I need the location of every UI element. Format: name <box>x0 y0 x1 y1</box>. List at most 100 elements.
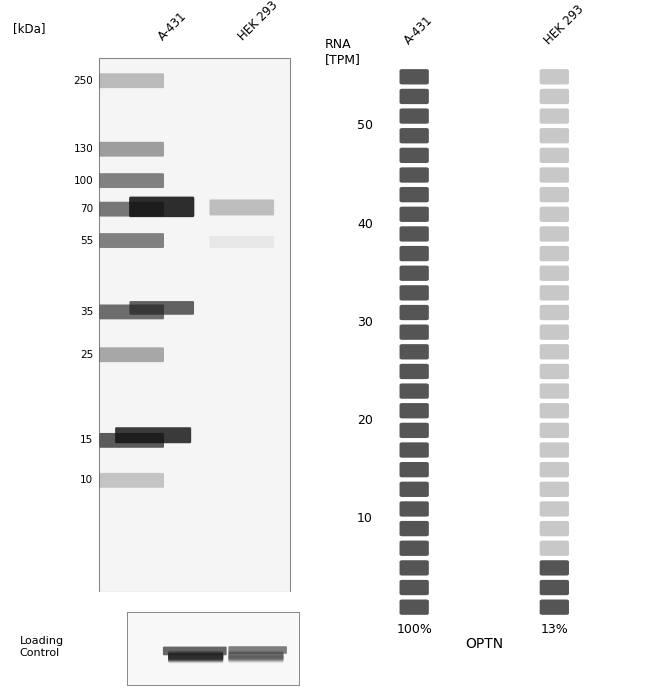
FancyBboxPatch shape <box>540 344 569 359</box>
Text: 100%: 100% <box>396 623 432 636</box>
Text: 30: 30 <box>357 316 373 329</box>
FancyBboxPatch shape <box>168 651 223 658</box>
FancyBboxPatch shape <box>400 561 429 576</box>
FancyBboxPatch shape <box>168 653 223 660</box>
FancyBboxPatch shape <box>400 128 429 143</box>
FancyBboxPatch shape <box>400 167 429 183</box>
FancyBboxPatch shape <box>540 285 569 300</box>
FancyBboxPatch shape <box>228 655 283 662</box>
FancyBboxPatch shape <box>540 128 569 143</box>
FancyBboxPatch shape <box>129 301 194 315</box>
FancyBboxPatch shape <box>99 142 164 156</box>
FancyBboxPatch shape <box>540 109 569 124</box>
FancyBboxPatch shape <box>400 540 429 556</box>
FancyBboxPatch shape <box>400 482 429 497</box>
FancyBboxPatch shape <box>228 650 283 657</box>
FancyBboxPatch shape <box>228 653 283 660</box>
FancyBboxPatch shape <box>129 197 194 217</box>
FancyBboxPatch shape <box>209 236 274 248</box>
Text: HEK 293: HEK 293 <box>542 3 586 47</box>
FancyBboxPatch shape <box>400 187 429 202</box>
FancyBboxPatch shape <box>540 226 569 242</box>
FancyBboxPatch shape <box>540 521 569 536</box>
FancyBboxPatch shape <box>400 207 429 222</box>
FancyBboxPatch shape <box>99 202 164 217</box>
FancyBboxPatch shape <box>540 423 569 438</box>
Text: 13%: 13% <box>540 623 568 636</box>
Text: Low: Low <box>230 614 254 628</box>
FancyBboxPatch shape <box>400 403 429 419</box>
Text: 40: 40 <box>357 217 373 230</box>
FancyBboxPatch shape <box>168 653 223 661</box>
FancyBboxPatch shape <box>228 655 283 662</box>
FancyBboxPatch shape <box>400 305 429 320</box>
FancyBboxPatch shape <box>168 650 223 657</box>
Text: HEK 293: HEK 293 <box>235 0 280 44</box>
FancyBboxPatch shape <box>540 501 569 517</box>
FancyBboxPatch shape <box>400 147 429 163</box>
FancyBboxPatch shape <box>540 325 569 340</box>
FancyBboxPatch shape <box>400 423 429 438</box>
FancyBboxPatch shape <box>168 652 223 659</box>
FancyBboxPatch shape <box>540 442 569 457</box>
Text: 55: 55 <box>80 235 93 246</box>
FancyBboxPatch shape <box>99 304 164 319</box>
FancyBboxPatch shape <box>99 73 164 88</box>
FancyBboxPatch shape <box>400 462 429 477</box>
Text: RNA
[TPM]: RNA [TPM] <box>325 37 361 66</box>
FancyBboxPatch shape <box>540 266 569 281</box>
FancyBboxPatch shape <box>400 285 429 300</box>
Text: 70: 70 <box>80 204 93 214</box>
FancyBboxPatch shape <box>540 364 569 379</box>
FancyBboxPatch shape <box>400 364 429 379</box>
Text: A-431: A-431 <box>402 14 436 47</box>
Text: 250: 250 <box>73 75 93 86</box>
FancyBboxPatch shape <box>163 646 227 655</box>
FancyBboxPatch shape <box>228 653 283 661</box>
FancyBboxPatch shape <box>400 383 429 399</box>
FancyBboxPatch shape <box>228 656 283 663</box>
FancyBboxPatch shape <box>400 344 429 359</box>
FancyBboxPatch shape <box>540 246 569 262</box>
Text: 25: 25 <box>80 349 93 360</box>
Text: Loading
Control: Loading Control <box>20 636 64 658</box>
FancyBboxPatch shape <box>540 540 569 556</box>
Text: 130: 130 <box>73 144 93 154</box>
FancyBboxPatch shape <box>540 580 569 595</box>
FancyBboxPatch shape <box>540 403 569 419</box>
FancyBboxPatch shape <box>540 147 569 163</box>
FancyBboxPatch shape <box>99 347 164 362</box>
Text: [kDa]: [kDa] <box>13 22 46 35</box>
FancyBboxPatch shape <box>228 646 287 654</box>
FancyBboxPatch shape <box>540 462 569 477</box>
FancyBboxPatch shape <box>400 266 429 281</box>
FancyBboxPatch shape <box>228 652 283 659</box>
Text: 10: 10 <box>357 512 373 525</box>
FancyBboxPatch shape <box>99 173 164 188</box>
FancyBboxPatch shape <box>400 69 429 84</box>
FancyBboxPatch shape <box>540 599 569 614</box>
Text: 20: 20 <box>357 414 373 427</box>
FancyBboxPatch shape <box>168 655 223 662</box>
FancyBboxPatch shape <box>400 325 429 340</box>
Text: 50: 50 <box>357 120 373 132</box>
FancyBboxPatch shape <box>540 167 569 183</box>
FancyBboxPatch shape <box>99 473 164 488</box>
Text: OPTN: OPTN <box>465 637 503 650</box>
FancyBboxPatch shape <box>540 383 569 399</box>
FancyBboxPatch shape <box>228 651 283 658</box>
FancyBboxPatch shape <box>400 599 429 614</box>
FancyBboxPatch shape <box>400 442 429 457</box>
FancyBboxPatch shape <box>400 109 429 124</box>
FancyBboxPatch shape <box>540 187 569 202</box>
FancyBboxPatch shape <box>400 226 429 242</box>
FancyBboxPatch shape <box>400 521 429 536</box>
FancyBboxPatch shape <box>115 427 191 444</box>
FancyBboxPatch shape <box>99 233 164 248</box>
FancyBboxPatch shape <box>400 89 429 104</box>
Text: 10: 10 <box>80 475 93 485</box>
Text: 15: 15 <box>80 435 93 446</box>
FancyBboxPatch shape <box>99 433 164 448</box>
FancyBboxPatch shape <box>540 561 569 576</box>
FancyBboxPatch shape <box>540 482 569 497</box>
